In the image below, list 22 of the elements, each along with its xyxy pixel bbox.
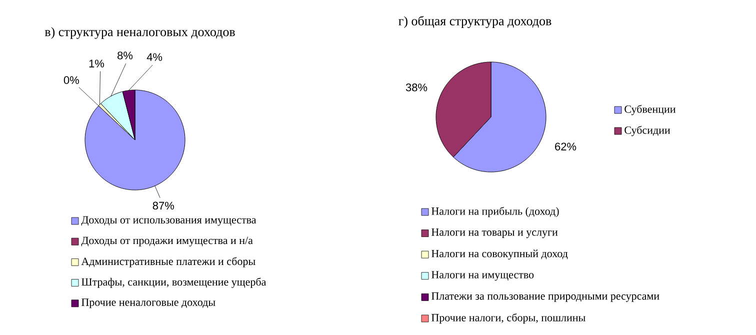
data-label: 8% <box>118 52 133 60</box>
data-label: 62% <box>555 142 576 150</box>
legend-label: Прочие неналоговые доходы <box>82 298 216 308</box>
category-label: Прочие налоги, сборы, пошлины <box>432 313 586 324</box>
text: 0% <box>64 76 79 84</box>
data-label: 38% <box>406 84 428 92</box>
category-label: Налоги на совокупный доход <box>432 250 568 260</box>
data-label: 1% <box>89 60 104 68</box>
legend-label: Административные платежи и сборы <box>81 257 256 268</box>
chart-title: в) структура неналоговых доходов <box>44 27 235 39</box>
legend-label: Доходы от использования имущества <box>81 216 256 226</box>
chart-title: г) общая структура доходов <box>398 16 552 28</box>
category-label: Платежи за пользование природными ресурсами <box>432 292 660 302</box>
category-label: Налоги на товары и услуги <box>432 228 558 238</box>
data-label: 4% <box>146 53 162 61</box>
legend-label: Штрафы, санкции, возмещение ущерба <box>82 278 266 288</box>
category-label: Налоги на имущество <box>432 271 534 281</box>
data-label: 87% <box>152 202 174 210</box>
legend-label: Доходы от продажи имущества и н/а <box>81 236 253 246</box>
legend-label: Субсидии <box>624 126 670 136</box>
legend-label: Субвенции <box>624 104 676 116</box>
category-label: Налоги на прибыль (доход) <box>432 206 559 218</box>
